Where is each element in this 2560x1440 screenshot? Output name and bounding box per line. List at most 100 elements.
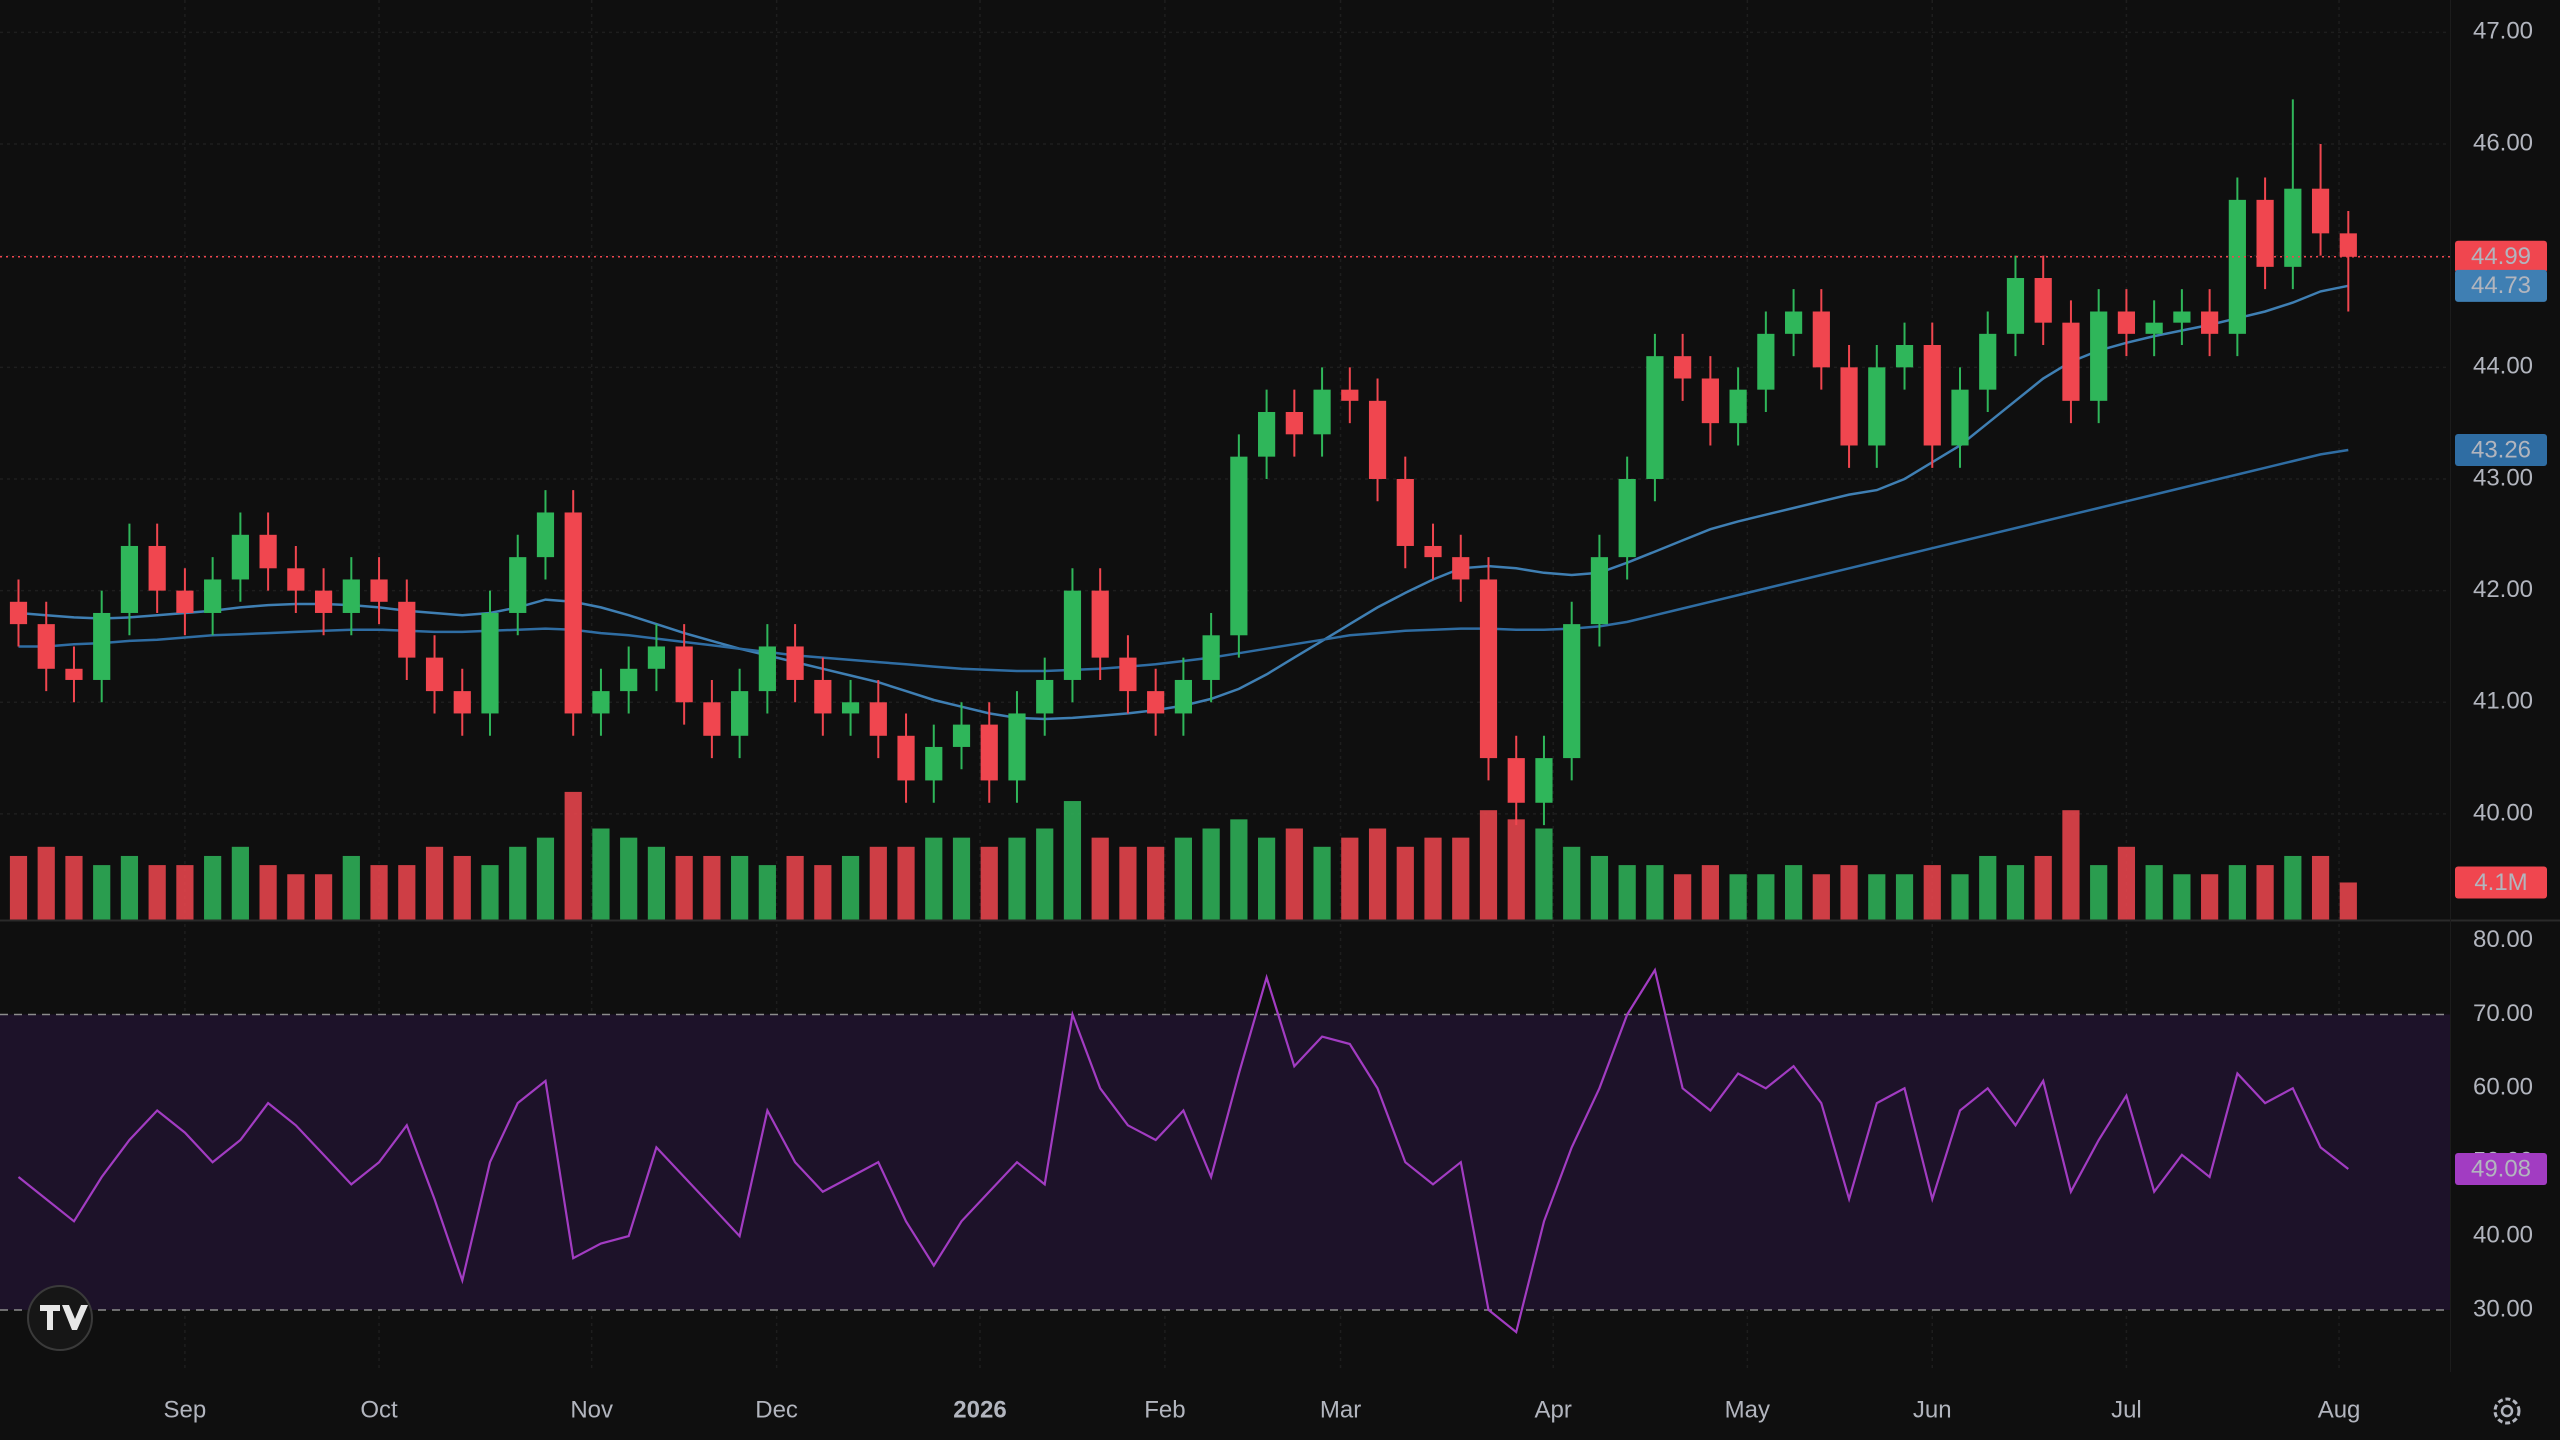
candle-body <box>2339 233 2357 257</box>
volume-bar <box>1868 874 1886 920</box>
volume-bar <box>786 855 804 920</box>
candle-body <box>703 702 721 736</box>
candle-body <box>1036 679 1054 714</box>
candle-body <box>1285 411 1303 435</box>
volume-bar <box>2090 865 2108 920</box>
last-price-tag-bg <box>2455 240 2547 273</box>
volume-bar <box>481 865 499 920</box>
volume-bar <box>65 855 83 920</box>
volume-bar <box>1757 874 1775 920</box>
volume-bar <box>592 828 610 920</box>
candle-body <box>1646 356 1664 479</box>
candle-body <box>148 545 166 591</box>
gear-outline <box>2493 1397 2521 1425</box>
x-tick-label: Apr <box>1535 1396 1572 1423</box>
x-tick-label: Sep <box>164 1396 207 1423</box>
x-tick-label: Aug <box>2318 1396 2361 1423</box>
y-tick-label: 46.00 <box>2473 129 2533 156</box>
x-tick-label: 2026 <box>953 1396 1006 1423</box>
x-tick-label: Nov <box>570 1396 613 1423</box>
volume-bar <box>314 874 333 920</box>
candle-body <box>231 534 249 580</box>
candle-body <box>509 557 527 613</box>
candle-body <box>2034 278 2052 323</box>
candle-body <box>1674 356 1692 379</box>
candle-body <box>1812 311 1830 368</box>
candle-body <box>1479 579 1498 759</box>
volume-bar <box>1979 855 1997 920</box>
volume-bar <box>758 865 776 920</box>
candle-body <box>1147 691 1165 714</box>
volume-bar <box>2173 874 2191 920</box>
volume-bar <box>287 874 305 920</box>
volume-bar <box>1258 837 1276 920</box>
volume-bar <box>564 791 582 920</box>
volume-bar <box>1618 865 1636 920</box>
candle-body <box>1535 758 1553 803</box>
candle-body <box>1452 557 1470 580</box>
candle-body <box>93 612 111 680</box>
volume-bar <box>398 865 416 920</box>
candle-body <box>1590 557 1609 625</box>
volume-bar <box>1646 865 1664 920</box>
logo-mark <box>40 1305 88 1330</box>
volume-bar <box>342 855 360 920</box>
volume-bar <box>1563 846 1581 920</box>
candle-body <box>786 646 804 680</box>
volume-bar <box>120 855 139 920</box>
volume-bar <box>2228 865 2246 920</box>
logo[interactable] <box>27 1285 93 1351</box>
volume-bar <box>1812 874 1830 920</box>
candle-body <box>120 545 139 613</box>
candle-body <box>342 579 360 613</box>
volume-bar <box>1784 865 1803 920</box>
settings-button[interactable] <box>2493 1397 2521 1425</box>
candle-body <box>259 534 277 569</box>
volume-bar <box>1674 874 1692 920</box>
candle-body <box>2311 188 2330 234</box>
volume-bar <box>647 846 666 920</box>
y-tick-label: 44.00 <box>2473 353 2533 380</box>
volume-bar <box>259 865 277 920</box>
candle-body <box>592 691 610 714</box>
volume-bar <box>814 865 832 920</box>
y-tick-label: 40.00 <box>2473 799 2533 826</box>
candle-body <box>1424 545 1442 558</box>
volume-bar <box>176 865 194 920</box>
candle-body <box>758 646 776 692</box>
candle-body <box>37 624 55 669</box>
volume-bar <box>980 846 998 920</box>
volume-bar <box>1008 837 1026 920</box>
candle-body <box>1618 478 1636 558</box>
x-tick-label: Mar <box>1320 1396 1361 1423</box>
volume-bar <box>2034 855 2052 920</box>
rsi-tick-label: 60.00 <box>2473 1074 2533 1101</box>
rsi-tick-label: 80.00 <box>2473 926 2533 953</box>
volume-bar <box>1535 828 1553 920</box>
candle-body <box>2117 311 2136 334</box>
moving-average-tag: 43.26 <box>2471 436 2531 463</box>
candle-body <box>536 512 555 558</box>
candle-body <box>620 668 638 692</box>
logo-badge[interactable] <box>27 1285 93 1351</box>
volume-bar <box>453 855 471 920</box>
candle-body <box>1729 389 1747 424</box>
volume-bar <box>703 855 721 920</box>
candle-body <box>1784 311 1803 334</box>
volume-bar <box>204 855 222 920</box>
candle-body <box>65 668 83 680</box>
rsi-tick-label: 30.00 <box>2473 1295 2533 1322</box>
x-tick-label: May <box>1725 1396 1770 1423</box>
x-tick-label: Oct <box>360 1396 398 1423</box>
candle-body <box>1951 389 1969 446</box>
candle-body <box>2145 322 2163 334</box>
candle-body <box>1258 411 1276 457</box>
volume-bar <box>536 837 555 920</box>
candle-body <box>814 679 832 714</box>
volume-bar <box>1452 837 1470 920</box>
candle-body <box>425 657 444 692</box>
candle-body <box>1701 378 1719 424</box>
candle-body <box>980 724 998 781</box>
volume-bar <box>1590 855 1609 920</box>
